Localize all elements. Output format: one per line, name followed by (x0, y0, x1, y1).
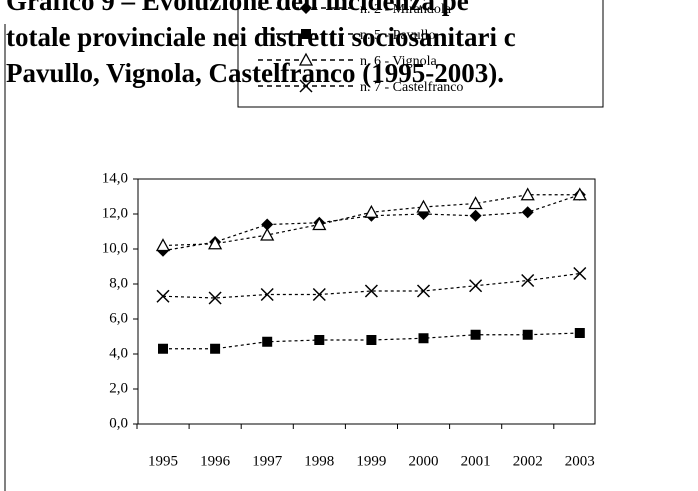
y-tick-label: 8,0 (109, 275, 128, 291)
legend-box (237, 0, 604, 108)
marker (470, 329, 481, 340)
legend-label: n. 6 - Vignola (360, 54, 437, 69)
marker (418, 333, 429, 344)
y-tick-label: 12,0 (102, 205, 128, 221)
marker (366, 335, 377, 345)
marker (364, 204, 379, 218)
marker (261, 218, 274, 231)
marker (521, 273, 535, 288)
marker (573, 266, 587, 281)
title-line: totale provinciale nei distretti sociosa… (6, 22, 516, 52)
marker (312, 217, 327, 231)
y-tick-label: 6,0 (109, 310, 128, 326)
x-tick-label: 1998 (304, 453, 334, 469)
marker (260, 227, 275, 241)
y-tick-label: 4,0 (109, 345, 128, 361)
marker (574, 328, 585, 338)
x-tick-label: 2002 (513, 453, 543, 469)
legend-label: n. 2 - Mirandola (360, 2, 452, 17)
marker (469, 209, 482, 222)
x-tick-label: 1995 (148, 453, 178, 469)
x-tick-label: 1997 (252, 453, 283, 469)
marker (298, 52, 314, 66)
marker (469, 279, 483, 293)
title-line: Grafico 9 – Evoluzione dell'incidenza pe (6, 0, 469, 16)
marker (300, 2, 312, 14)
legend-label: n. 7 - Castelfranco (360, 80, 463, 95)
y-tick-label: 14,0 (102, 170, 128, 186)
marker (312, 287, 326, 302)
marker (520, 187, 535, 201)
marker (158, 343, 168, 354)
marker (521, 206, 534, 219)
y-tick-label: 10,0 (102, 240, 128, 256)
x-tick-label: 1999 (356, 453, 386, 469)
series-line (162, 272, 580, 299)
x-tick-label: 1996 (200, 453, 231, 469)
marker (301, 29, 311, 39)
marker (364, 284, 378, 298)
legend-label: n. 5 - Pavullo (360, 28, 435, 43)
x-tick-label: 2003 (565, 453, 595, 469)
marker (262, 336, 273, 347)
x-tick-label: 2001 (461, 453, 491, 469)
title-line: Pavullo, Vignola, Castelfranco (1995-200… (6, 58, 504, 88)
marker (156, 289, 170, 303)
marker (314, 335, 325, 345)
marker (522, 329, 533, 340)
marker (299, 79, 313, 93)
marker (416, 199, 431, 213)
marker (416, 284, 431, 298)
y-tick-label: 2,0 (109, 380, 128, 396)
x-tick-label: 2000 (409, 453, 439, 469)
marker (210, 343, 221, 354)
marker (572, 187, 587, 201)
marker (155, 238, 171, 252)
y-tick-label: 0,0 (109, 415, 128, 431)
marker (208, 291, 222, 305)
marker (260, 287, 274, 302)
marker (468, 196, 483, 210)
marker (208, 236, 223, 250)
plot-frame (137, 178, 596, 425)
